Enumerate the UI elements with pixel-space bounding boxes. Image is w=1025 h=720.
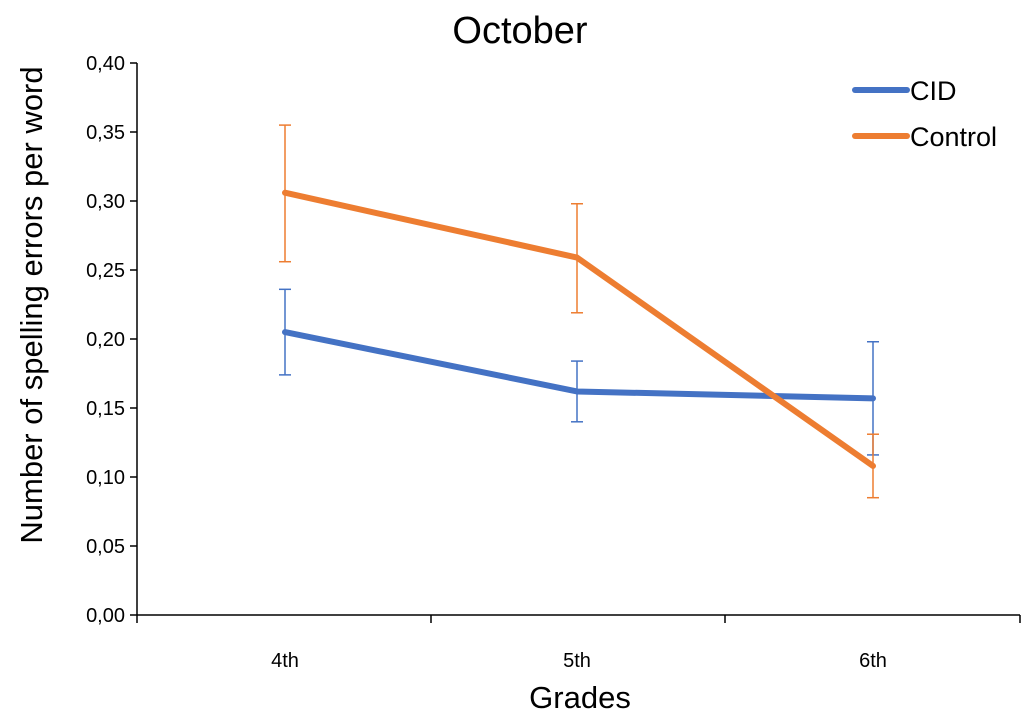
legend-label-control: Control xyxy=(910,122,997,152)
y-tick-label: 0,30 xyxy=(86,191,125,213)
y-tick-label: 0,00 xyxy=(86,605,125,627)
x-ticks: 4th 5th 6th xyxy=(136,615,1021,672)
y-tick-label: 0,05 xyxy=(86,536,125,558)
y-axis-title: Number of spelling errors per word xyxy=(14,66,49,543)
y-tick-label: 0,15 xyxy=(86,398,125,420)
y-tick-label: 0,35 xyxy=(86,122,125,144)
y-ticks: 0,00 0,05 0,10 0,15 0,20 0,25 0,30 0,35 0,40 xyxy=(86,53,137,627)
x-axis-title: Grades xyxy=(529,680,631,715)
axes xyxy=(136,63,1020,616)
series-layer xyxy=(279,124,879,499)
series-line xyxy=(282,329,876,402)
y-tick-label: 0,40 xyxy=(86,53,125,75)
y-tick-label: 0,25 xyxy=(86,260,125,282)
x-tick-label: 5th xyxy=(563,650,591,672)
x-tick-label: 6th xyxy=(859,650,887,672)
series-line xyxy=(282,189,876,469)
y-tick-label: 0,20 xyxy=(86,329,125,351)
x-tick-label: 4th xyxy=(271,650,299,672)
series-control xyxy=(279,124,879,499)
chart-title: October xyxy=(452,10,588,52)
series-cid xyxy=(279,288,879,456)
legend: CID Control xyxy=(852,76,997,152)
legend-label-cid: CID xyxy=(910,76,957,106)
y-tick-label: 0,10 xyxy=(86,467,125,489)
